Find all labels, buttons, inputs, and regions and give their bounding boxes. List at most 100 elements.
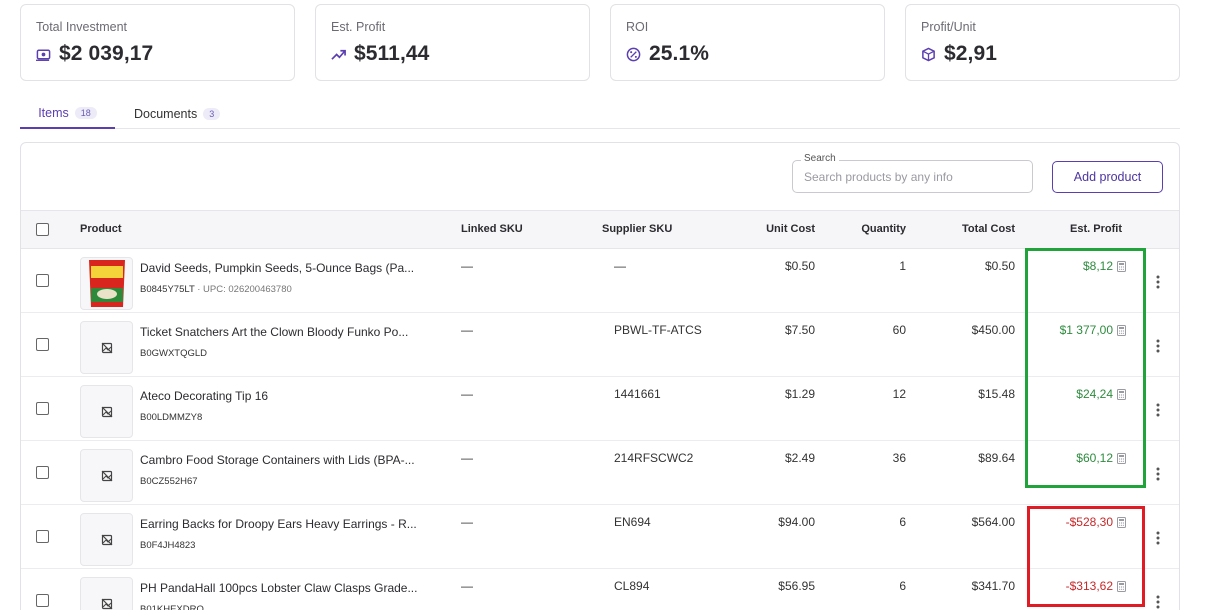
tab-items[interactable]: Items 18 <box>20 99 115 129</box>
supplier-sku: 1441661 <box>614 387 661 401</box>
row-menu-icon[interactable] <box>1155 402 1161 418</box>
calculator-icon[interactable] <box>1117 324 1126 336</box>
linked-sku: — <box>461 323 473 337</box>
stat-label: ROI <box>626 20 649 34</box>
stat-label: Profit/Unit <box>921 20 976 34</box>
est-profit: $24,24 <box>1076 387 1126 401</box>
calculator-icon[interactable] <box>1117 516 1126 528</box>
product-name[interactable]: Ateco Decorating Tip 16 <box>140 389 269 403</box>
product-thumbnail <box>80 321 133 374</box>
quantity: 60 <box>892 323 906 337</box>
est-profit: $60,12 <box>1076 451 1126 465</box>
product-name[interactable]: Cambro Food Storage Containers with Lids… <box>140 453 415 467</box>
row-menu-icon[interactable] <box>1155 274 1161 290</box>
est-profit: -$528,30 <box>1066 515 1126 529</box>
product-asin: B0CZ552H67 <box>140 476 198 487</box>
product-thumbnail <box>80 513 133 566</box>
tab-count-badge: 3 <box>203 108 221 120</box>
tab-label: Documents <box>134 107 198 121</box>
no-image-icon <box>101 406 112 417</box>
product-asin: B0GWXTQGLD <box>140 348 208 359</box>
supplier-sku: 214RFSCWC2 <box>614 451 694 465</box>
product-asin: B0F4JH4823 <box>140 540 196 551</box>
unit-cost: $1.29 <box>784 387 815 401</box>
row-checkbox[interactable] <box>36 338 49 351</box>
product-name[interactable]: PH PandaHall 100pcs Lobster Claw Clasps … <box>140 581 418 595</box>
supplier-sku: CL894 <box>614 579 650 593</box>
quantity: 1 <box>899 259 906 273</box>
items-panel: Search Add product Product Linked SKU Su… <box>20 142 1180 610</box>
table-row[interactable]: David Seeds, Pumpkin Seeds, 5-Ounce Bags… <box>21 249 1179 313</box>
total-cost: $15.48 <box>978 387 1015 401</box>
stat-card-total-investment: Total Investment $2 039,17 <box>20 4 295 81</box>
row-menu-icon[interactable] <box>1155 594 1161 610</box>
calculator-icon[interactable] <box>1117 388 1126 400</box>
est-profit-value: -$313,62 <box>1065 579 1113 593</box>
search-input[interactable] <box>804 170 1024 184</box>
supplier-sku: — <box>614 259 626 273</box>
row-checkbox[interactable] <box>36 594 49 607</box>
row-checkbox[interactable] <box>36 274 49 287</box>
search-label: Search <box>801 153 839 164</box>
table-row[interactable]: Ateco Decorating Tip 16 B00LDMMZY8 — 144166… <box>21 377 1179 441</box>
no-image-icon <box>101 598 112 609</box>
select-all-checkbox[interactable] <box>36 223 49 236</box>
product-name[interactable]: Ticket Snatchers Art the Clown Bloody Fu… <box>140 325 409 339</box>
col-total-cost: Total Cost <box>962 223 1015 235</box>
product-meta: B0CZ552H67 <box>140 476 198 487</box>
total-cost: $450.00 <box>971 323 1015 337</box>
no-image-icon <box>101 534 112 545</box>
row-checkbox[interactable] <box>36 466 49 479</box>
row-checkbox[interactable] <box>36 402 49 415</box>
linked-sku: — <box>461 451 473 465</box>
est-profit-value: $60,12 <box>1076 451 1113 465</box>
product-name[interactable]: David Seeds, Pumpkin Seeds, 5-Ounce Bags… <box>140 261 415 275</box>
product-meta: B00LDMMZY8 <box>140 412 202 423</box>
est-profit-value: -$528,30 <box>1065 515 1113 529</box>
table-row[interactable]: Ticket Snatchers Art the Clown Bloody Fu… <box>21 313 1179 377</box>
quantity: 6 <box>899 579 906 593</box>
supplier-sku: PBWL-TF-ATCS <box>614 323 702 337</box>
stat-value: 25.1% <box>649 42 710 65</box>
table-row[interactable]: Earring Backs for Droopy Ears Heavy Earr… <box>21 505 1179 569</box>
product-name[interactable]: Earring Backs for Droopy Ears Heavy Earr… <box>140 517 417 531</box>
product-meta: B0F4JH4823 <box>140 540 195 551</box>
total-cost: $0.50 <box>984 259 1015 273</box>
search-box: Search <box>792 153 1033 193</box>
calculator-icon[interactable] <box>1117 452 1126 464</box>
table-row[interactable]: PH PandaHall 100pcs Lobster Claw Clasps … <box>21 569 1179 610</box>
stat-value: $2 039,17 <box>59 42 154 65</box>
est-profit-value: $1 377,00 <box>1059 323 1113 337</box>
money-icon <box>36 49 51 61</box>
total-cost: $564.00 <box>971 515 1015 529</box>
no-image-icon <box>101 470 112 481</box>
product-meta: B0GWXTQGLD <box>140 348 207 359</box>
calculator-icon[interactable] <box>1117 260 1126 272</box>
product-asin: B01KHEXDRO <box>140 604 204 610</box>
unit-cost: $0.50 <box>784 259 815 273</box>
col-linked-sku: Linked SKU <box>461 223 523 235</box>
product-thumbnail <box>80 257 133 310</box>
total-cost: $89.64 <box>978 451 1015 465</box>
product-thumbnail <box>80 385 133 438</box>
row-menu-icon[interactable] <box>1155 338 1161 354</box>
product-upc: · UPC: 026200463780 <box>194 284 292 295</box>
linked-sku: — <box>461 387 473 401</box>
tab-documents[interactable]: Documents 3 <box>134 99 221 129</box>
table-row[interactable]: Cambro Food Storage Containers with Lids… <box>21 441 1179 505</box>
row-menu-icon[interactable] <box>1155 530 1161 546</box>
row-menu-icon[interactable] <box>1155 466 1161 482</box>
trend-up-icon <box>331 49 346 60</box>
stat-value: $2,91 <box>944 42 998 65</box>
product-asin: B00LDMMZY8 <box>140 412 203 423</box>
stat-card-profit-per-unit: Profit/Unit $2,91 <box>905 4 1180 81</box>
unit-cost: $56.95 <box>778 579 815 593</box>
percent-icon <box>626 47 641 61</box>
col-unit-cost: Unit Cost <box>766 223 815 235</box>
supplier-sku: EN694 <box>614 515 651 529</box>
row-checkbox[interactable] <box>36 530 49 543</box>
stat-card-roi: ROI 25.1% <box>610 4 885 81</box>
add-product-button[interactable]: Add product <box>1052 161 1163 193</box>
calculator-icon[interactable] <box>1117 580 1126 592</box>
no-image-icon <box>101 342 112 353</box>
